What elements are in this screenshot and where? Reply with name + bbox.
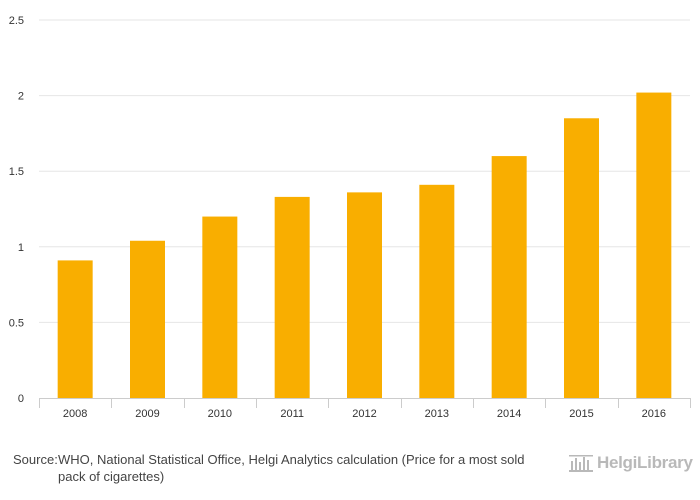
bar-2014 [491,156,527,398]
y-tick-label: 1 [18,242,24,254]
bar-2016 [636,92,672,399]
helgi-library-logo: HelgiLibrary [568,451,693,475]
library-building-icon [569,455,593,472]
x-tick-label: 2013 [425,408,449,420]
bar-2011 [274,196,310,398]
bar-2013 [419,184,455,398]
x-tick-label: 2015 [569,408,593,420]
y-tick-label: 0.5 [9,317,24,329]
source-label: Source: [13,452,58,467]
bar-chart: 0 0.5 1 1.5 2 2.5 2008 2009 2010 2011 2012 2013 2014… [9,15,691,420]
x-tick-label: 2012 [352,408,376,420]
x-tick-label: 2016 [642,408,666,420]
bar-2010 [202,216,238,398]
source-text: WHO, National Statistical Office, Helgi … [58,452,525,484]
y-tick-label: 1.5 [9,166,24,178]
bar-2012 [347,192,382,398]
bar-2008 [57,260,93,398]
x-tick-label: 2010 [208,408,232,420]
y-tick-label: 2.5 [9,15,24,27]
bar-2009 [130,240,165,398]
x-tick-label: 2008 [63,408,87,420]
y-tick-label: 2 [18,91,24,103]
x-tick-label: 2011 [280,408,304,420]
bar-2015 [564,118,599,398]
logo-text: HelgiLibrary [597,453,693,472]
x-tick-label: 2014 [497,408,521,420]
x-tick-label: 2009 [135,408,159,420]
source-note: Source: WHO, National Statistical Office… [13,451,533,485]
y-tick-label: 0 [18,393,24,405]
